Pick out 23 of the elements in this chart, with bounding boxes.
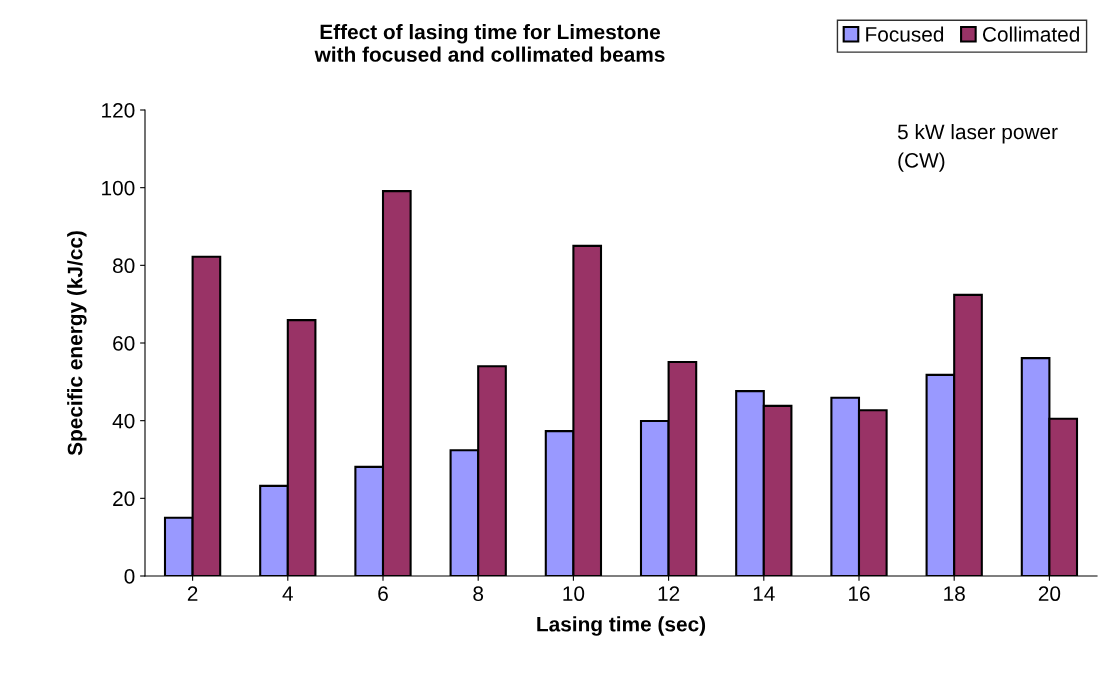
x-tick-label: 10 — [563, 586, 585, 602]
x-tick-label: 12 — [658, 586, 680, 601]
x-tick-label: 20 — [1038, 586, 1061, 602]
y-tick-label: 120 — [102, 103, 135, 118]
y-tick-label: 60 — [113, 336, 135, 351]
x-tick-label: 4 — [282, 586, 293, 601]
legend-label: Collimated — [982, 26, 1079, 42]
x-tick-label: 14 — [753, 586, 775, 601]
x-tick-label: 16 — [849, 586, 870, 602]
x-tick-label: 2 — [187, 586, 198, 601]
x-tick-label: 6 — [378, 586, 388, 602]
annotation: 5 kW laser power (CW) — [897, 123, 1058, 172]
x-tick-label: 8 — [473, 586, 484, 602]
y-tick-label: 20 — [113, 491, 135, 507]
x-axis-title: Lasing time (sec) — [537, 616, 706, 636]
y-tick-label: 80 — [113, 258, 135, 274]
y-tick-label: 0 — [124, 569, 135, 584]
legend-label: Focused — [866, 26, 944, 42]
y-tick-label: 100 — [102, 180, 135, 196]
chart-title: Effect of lasing time for Limestone with focused and collimated beams — [314, 24, 665, 62]
y-tick-label: 40 — [112, 413, 135, 429]
y-axis-title: Specific energy (kJ/cc) — [67, 231, 87, 456]
x-tick-label: 18 — [944, 586, 965, 602]
